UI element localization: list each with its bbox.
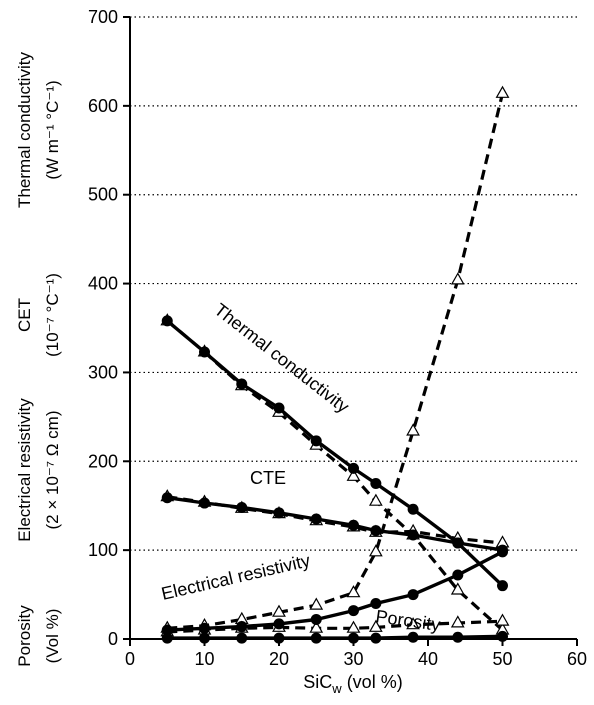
y-label-cet: CET (10⁻⁷ °C⁻¹) (15, 273, 62, 357)
annotation-cte: CTE (250, 468, 286, 488)
point-electrical-resistivity-solid-7 (407, 589, 419, 601)
annotation-thermal-conductivity: Thermal conductivity (211, 299, 353, 416)
x-tick-label-30: 30 (343, 649, 363, 669)
series-line-electrical-resistivity-dashed (167, 93, 505, 630)
y-label-porosity: Porosity (Vol %) (15, 605, 62, 667)
point-electrical-resistivity-solid-3 (273, 618, 285, 630)
point-electrical-resistivity-solid-4 (310, 613, 322, 625)
y-tick-label-0: 0 (108, 629, 118, 649)
point-electrical-resistivity-dashed-9 (495, 85, 510, 98)
series-line-electrical-resistivity-solid (167, 550, 504, 632)
y-tick-label-100: 100 (88, 540, 118, 560)
point-electrical-resistivity-solid-8 (452, 569, 464, 581)
point-cte-solid-7 (407, 529, 419, 541)
series-line-porosity-solid (167, 634, 503, 640)
y-label-electrical-resistivity: Electrical resistivity (2 × 10⁻⁷ Ω cm) (15, 398, 62, 542)
point-porosity-dashed-7 (406, 617, 420, 630)
point-electrical-resistivity-solid-5 (348, 605, 359, 617)
point-thermal-conductivity-solid-0 (161, 315, 173, 327)
y-label-thermal-conductivity: Thermal conductivity (W m⁻¹ °C⁻¹) (15, 52, 62, 208)
y-label-porosity-line1: Porosity (15, 605, 34, 667)
y-label-porosity-line2: (Vol %) (43, 609, 62, 664)
y-tick-label-600: 600 (88, 96, 118, 116)
tick-labels: 0 100 200 300 400 500 600 700 0 10 20 30 40 50 60 (88, 7, 587, 669)
y-label-thermal-line1: Thermal conductivity (15, 52, 34, 208)
x-tick-label-20: 20 (269, 649, 289, 669)
y-tick-label-300: 300 (88, 362, 118, 382)
point-porosity-dashed-8 (450, 615, 465, 628)
point-thermal-conductivity-solid-7 (407, 503, 419, 515)
point-cte-solid-3 (273, 507, 285, 519)
point-electrical-resistivity-dashed-5 (346, 585, 361, 598)
y-label-thermal-line2: (W m⁻¹ °C⁻¹) (43, 80, 62, 179)
point-cte-solid-0 (161, 492, 173, 504)
point-cte-solid-2 (236, 501, 248, 513)
y-label-cet-line1: CET (15, 298, 34, 332)
x-tick-label-50: 50 (492, 649, 512, 669)
y-label-resistivity-line1: Electrical resistivity (15, 398, 34, 542)
x-tick-label-0: 0 (125, 649, 135, 669)
point-electrical-resistivity-solid-6 (370, 597, 382, 609)
series-line-thermal-conductivity-solid (166, 319, 504, 587)
point-porosity-dashed-9 (495, 613, 510, 626)
point-porosity-dashed-6 (368, 619, 383, 632)
series-line-porosity-dashed (167, 619, 503, 634)
series-electrical-resistivity-solid (161, 546, 508, 636)
series-line-cte-solid (167, 496, 503, 552)
y-tick-label-400: 400 (88, 274, 118, 294)
x-tick-label-10: 10 (194, 649, 214, 669)
point-cte-solid-8 (452, 537, 464, 549)
point-cte-solid-5 (348, 519, 359, 531)
point-cte-solid-6 (370, 525, 382, 537)
point-thermal-conductivity-solid-3 (273, 402, 285, 414)
point-porosity-solid-7 (407, 631, 419, 643)
y-label-cet-line2: (10⁻⁷ °C⁻¹) (43, 273, 62, 357)
y-label-resistivity-line2: (2 × 10⁻⁷ Ω cm) (43, 411, 62, 530)
point-thermal-conductivity-solid-5 (348, 462, 359, 474)
point-electrical-resistivity-solid-1 (199, 622, 210, 634)
point-electrical-resistivity-dashed-6 (368, 544, 383, 557)
point-cte-solid-1 (199, 497, 210, 509)
series-porosity-solid (161, 630, 508, 644)
point-electrical-resistivity-solid-2 (236, 621, 248, 633)
point-thermal-conductivity-solid-4 (310, 435, 322, 447)
x-axis-title-sub: w (331, 681, 342, 696)
point-thermal-conductivity-dashed-8 (450, 582, 465, 595)
point-porosity-dashed-4 (309, 620, 324, 633)
point-electrical-resistivity-dashed-7 (406, 423, 420, 436)
point-thermal-conductivity-solid-1 (199, 346, 210, 358)
point-thermal-conductivity-solid-9 (497, 580, 508, 592)
point-thermal-conductivity-solid-6 (370, 478, 382, 489)
x-tick-label-60: 60 (567, 649, 587, 669)
point-cte-solid-4 (310, 513, 322, 525)
point-thermal-conductivity-solid-2 (236, 378, 248, 390)
y-tick-label-500: 500 (88, 185, 118, 205)
y-tick-label-200: 200 (88, 451, 118, 471)
point-electrical-resistivity-dashed-8 (450, 272, 465, 285)
axes (129, 17, 577, 640)
point-porosity-solid-8 (452, 631, 464, 643)
series-layer (160, 85, 510, 644)
point-porosity-dashed-5 (346, 620, 361, 633)
x-axis-title-main: SiC (303, 672, 332, 692)
annotation-porosity: Porosity (374, 606, 441, 635)
point-electrical-resistivity-dashed-3 (272, 604, 286, 617)
point-thermal-conductivity-dashed-6 (368, 493, 383, 506)
x-axis-title: SiCw (vol %) (303, 672, 402, 696)
x-tick-label-40: 40 (418, 649, 438, 669)
x-axis-title-rest: (vol %) (342, 672, 403, 692)
point-thermal-conductivity-dashed-5 (346, 468, 361, 481)
point-electrical-resistivity-solid-9 (497, 546, 508, 558)
point-electrical-resistivity-solid-0 (161, 624, 173, 636)
y-tick-label-700: 700 (88, 7, 118, 27)
point-electrical-resistivity-dashed-4 (309, 597, 324, 610)
series-thermal-conductivity-solid (161, 315, 508, 592)
annotation-electrical-resistivity: Electrical resistivity (159, 550, 312, 604)
